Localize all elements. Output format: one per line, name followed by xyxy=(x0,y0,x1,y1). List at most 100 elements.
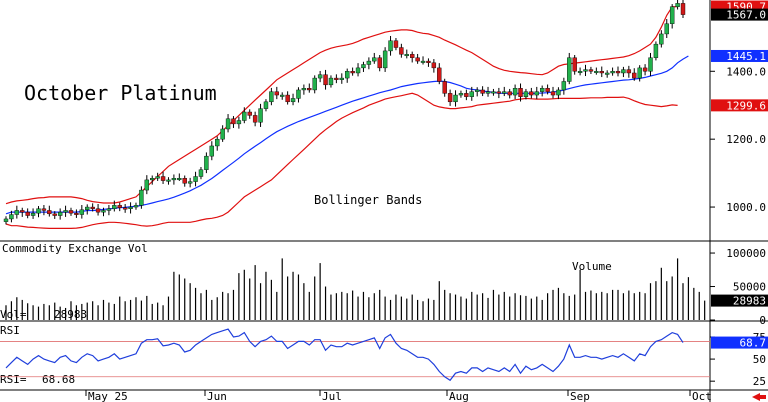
candle-body xyxy=(317,74,323,79)
candle-body xyxy=(47,210,52,215)
candle-body xyxy=(458,93,464,96)
candle-body xyxy=(112,205,117,209)
candle-body xyxy=(393,40,399,48)
candle-body xyxy=(469,91,474,97)
candle-body xyxy=(225,118,231,130)
price-y-tick-label: 1200.0 xyxy=(726,133,766,146)
candle-body xyxy=(258,108,263,123)
candle-body xyxy=(171,178,177,181)
candle-body xyxy=(296,89,301,99)
candle-body xyxy=(20,210,25,213)
upper-bollinger-band xyxy=(5,6,678,205)
candle-body xyxy=(420,60,426,63)
bollinger-annotation: Bollinger Bands xyxy=(314,193,422,207)
candle-body xyxy=(437,67,442,82)
x-tick-label: Aug xyxy=(449,390,469,402)
candle-body xyxy=(485,91,491,94)
candle-body xyxy=(550,91,556,96)
rsi-panel-title: RSI xyxy=(0,324,20,337)
volume-tag-text: 28983 xyxy=(733,295,766,308)
candle-body xyxy=(399,47,404,55)
candle-body xyxy=(3,218,9,222)
candle-body xyxy=(85,206,90,210)
candle-body xyxy=(480,89,485,94)
candle-body xyxy=(366,60,372,65)
x-tick-label: Jun xyxy=(207,390,227,402)
candle-body xyxy=(350,71,355,74)
candle-body xyxy=(529,91,534,96)
candle-body xyxy=(274,91,279,96)
candle-body xyxy=(388,40,393,52)
candle-body xyxy=(14,210,20,215)
candle-body xyxy=(339,77,344,80)
candle-body xyxy=(453,94,458,103)
candle-body xyxy=(68,210,74,214)
candle-body xyxy=(285,94,290,103)
candle-body xyxy=(442,81,447,94)
volume-readout-label: Vol= xyxy=(0,308,27,321)
candle-body xyxy=(372,57,377,62)
candle-body xyxy=(496,91,502,94)
volume-tag: 28983 xyxy=(711,294,768,308)
candle-body xyxy=(361,64,366,69)
candle-body xyxy=(307,88,312,91)
scroll-arrow-icon xyxy=(752,393,766,401)
candle-body xyxy=(648,57,653,72)
candle-body xyxy=(577,71,583,73)
rsi-line xyxy=(5,328,684,382)
price-tag: 1567.0 xyxy=(711,9,768,22)
candle-body xyxy=(594,71,599,73)
rsi-tag-background xyxy=(711,336,768,349)
candle-body xyxy=(101,210,106,213)
candle-body xyxy=(415,57,420,62)
candle-body xyxy=(518,88,523,97)
candle-body xyxy=(139,189,144,206)
candle-body xyxy=(177,178,182,180)
candle-body xyxy=(193,176,198,182)
candle-body xyxy=(236,120,242,125)
candle-body xyxy=(637,67,642,79)
candle-body xyxy=(610,71,615,74)
candle-body xyxy=(588,69,594,72)
candle-body xyxy=(464,93,469,97)
candle-body xyxy=(155,176,160,179)
candle-body xyxy=(204,155,209,170)
candle-body xyxy=(534,91,539,96)
candle-body xyxy=(426,60,431,63)
price-tag-background xyxy=(711,8,768,21)
candle-body xyxy=(209,145,215,157)
price-tag-background xyxy=(711,99,768,112)
candle-body xyxy=(502,91,507,94)
price-tag-text: 1567.0 xyxy=(726,9,766,22)
candle-body xyxy=(491,91,496,94)
candle-body xyxy=(52,213,57,216)
price-y-tick-label: 1400.0 xyxy=(726,65,766,78)
candle-body xyxy=(334,77,339,80)
candle-body xyxy=(604,72,610,75)
rsi-tag: 68.7 xyxy=(711,336,768,350)
candle-body xyxy=(133,205,139,208)
price-tag-text: 1299.6 xyxy=(726,99,766,112)
candle-body xyxy=(431,62,437,69)
rsi-readout-label: RSI= xyxy=(0,373,27,386)
candle-body xyxy=(410,54,415,58)
candle-body xyxy=(187,181,193,184)
candle-body xyxy=(680,3,686,15)
candle-body xyxy=(117,205,122,208)
x-tick-label: Sep xyxy=(570,390,590,402)
x-tick-label: May 25 xyxy=(88,390,128,402)
candle-body xyxy=(621,69,626,74)
candle-body xyxy=(215,138,220,147)
candle-body xyxy=(280,94,285,97)
candle-body xyxy=(290,98,296,103)
candle-body xyxy=(512,88,518,96)
x-tick-label: Jul xyxy=(322,390,342,402)
candle-body xyxy=(106,208,112,211)
candle-body xyxy=(90,206,95,209)
candle-body xyxy=(36,208,41,214)
candle-body xyxy=(447,93,453,103)
candle-body xyxy=(545,88,550,92)
candle-body xyxy=(269,91,274,103)
price-tag-background xyxy=(711,49,768,62)
